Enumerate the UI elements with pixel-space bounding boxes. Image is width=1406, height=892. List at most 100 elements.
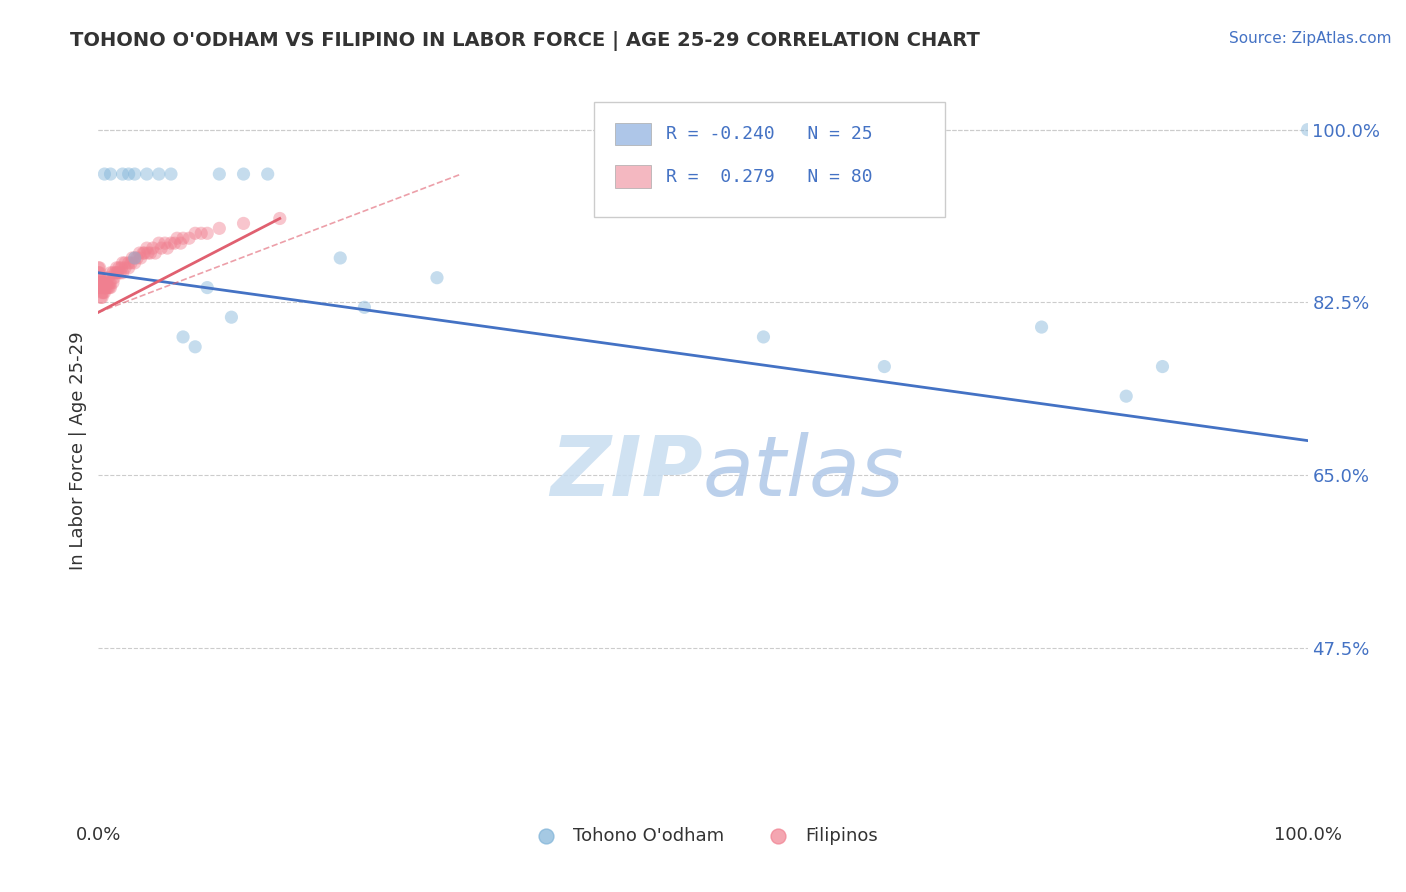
Text: TOHONO O'ODHAM VS FILIPINO IN LABOR FORCE | AGE 25-29 CORRELATION CHART: TOHONO O'ODHAM VS FILIPINO IN LABOR FORC… xyxy=(70,31,980,51)
Point xyxy=(156,241,179,255)
Point xyxy=(426,270,449,285)
Point xyxy=(169,236,191,251)
Point xyxy=(129,251,152,265)
Point xyxy=(752,330,775,344)
Point xyxy=(166,231,188,245)
Point xyxy=(87,270,110,285)
Point xyxy=(87,276,110,290)
Point xyxy=(96,276,118,290)
Text: atlas: atlas xyxy=(703,432,904,513)
Point xyxy=(93,280,115,294)
Point xyxy=(184,340,207,354)
Point xyxy=(100,276,122,290)
Point xyxy=(98,280,121,294)
Point xyxy=(89,266,111,280)
Text: ZIP: ZIP xyxy=(550,432,703,513)
Point xyxy=(94,280,117,294)
Point xyxy=(94,276,117,290)
Point xyxy=(208,221,231,235)
Point xyxy=(108,260,131,275)
Text: Source: ZipAtlas.com: Source: ZipAtlas.com xyxy=(1229,31,1392,46)
Point xyxy=(135,241,157,255)
Point xyxy=(160,167,183,181)
Point xyxy=(93,276,115,290)
Point xyxy=(148,236,170,251)
Point xyxy=(111,167,134,181)
Point xyxy=(91,280,114,294)
Point xyxy=(91,276,114,290)
Point xyxy=(90,290,112,304)
Point xyxy=(118,167,141,181)
Point xyxy=(195,227,218,241)
Point xyxy=(148,167,170,181)
Point xyxy=(150,241,173,255)
Point xyxy=(89,260,111,275)
Point xyxy=(124,251,146,265)
Point xyxy=(124,251,146,265)
FancyBboxPatch shape xyxy=(614,123,651,145)
Point xyxy=(142,241,165,255)
Point xyxy=(97,280,120,294)
Point xyxy=(153,236,176,251)
Point xyxy=(269,211,291,226)
Point xyxy=(1031,320,1053,334)
Point xyxy=(89,270,111,285)
Point xyxy=(160,236,183,251)
Point xyxy=(93,167,115,181)
Point xyxy=(232,216,254,230)
Point xyxy=(1296,122,1319,136)
Point xyxy=(1152,359,1174,374)
Point xyxy=(110,260,132,275)
Point xyxy=(101,276,124,290)
Point xyxy=(107,266,129,280)
Point xyxy=(111,266,134,280)
Point xyxy=(118,256,141,270)
Point xyxy=(195,280,218,294)
Point xyxy=(100,167,122,181)
Point xyxy=(208,167,231,181)
Point xyxy=(91,285,114,300)
Point xyxy=(121,251,143,265)
Point xyxy=(135,167,157,181)
Point xyxy=(90,280,112,294)
Y-axis label: In Labor Force | Age 25-29: In Labor Force | Age 25-29 xyxy=(69,331,87,570)
Point xyxy=(91,285,114,300)
Point xyxy=(329,251,352,265)
Point xyxy=(136,246,159,260)
Point xyxy=(172,330,194,344)
Point xyxy=(172,231,194,245)
Point xyxy=(353,301,375,315)
Text: R = -0.240   N = 25: R = -0.240 N = 25 xyxy=(665,126,872,144)
Point xyxy=(124,256,146,270)
Point xyxy=(96,280,118,294)
Point xyxy=(89,276,111,290)
Point xyxy=(105,260,128,275)
Point xyxy=(91,276,114,290)
Point xyxy=(108,266,131,280)
Point xyxy=(127,251,149,265)
Point xyxy=(104,266,127,280)
Point xyxy=(190,227,212,241)
Point xyxy=(100,266,122,280)
FancyBboxPatch shape xyxy=(595,103,945,218)
Point xyxy=(91,290,114,304)
Point xyxy=(1115,389,1137,403)
Point xyxy=(97,270,120,285)
Point xyxy=(90,276,112,290)
Point xyxy=(103,270,125,285)
Point xyxy=(87,266,110,280)
Point xyxy=(114,260,136,275)
Point xyxy=(134,246,156,260)
Point xyxy=(120,256,142,270)
Point xyxy=(98,276,121,290)
Text: R =  0.279   N = 80: R = 0.279 N = 80 xyxy=(665,168,872,186)
Point xyxy=(93,285,115,300)
Point xyxy=(128,246,150,260)
Point xyxy=(124,167,146,181)
Point xyxy=(100,280,122,294)
Point xyxy=(873,359,896,374)
Point xyxy=(91,280,114,294)
Point xyxy=(87,260,110,275)
Point xyxy=(143,246,166,260)
Point xyxy=(105,266,128,280)
